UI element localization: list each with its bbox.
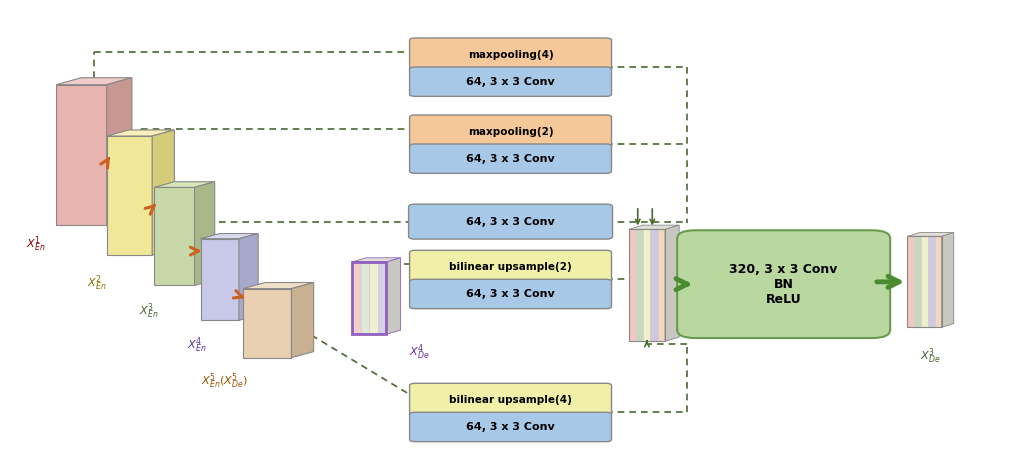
FancyBboxPatch shape bbox=[409, 144, 612, 173]
Polygon shape bbox=[352, 258, 400, 262]
FancyBboxPatch shape bbox=[409, 115, 612, 149]
Text: $X^3_{En}$: $X^3_{En}$ bbox=[139, 302, 159, 321]
Polygon shape bbox=[907, 236, 914, 327]
Polygon shape bbox=[665, 225, 679, 341]
FancyBboxPatch shape bbox=[409, 67, 612, 96]
Polygon shape bbox=[57, 85, 107, 225]
Text: 320, 3 x 3 Conv
BN
ReLU: 320, 3 x 3 Conv BN ReLU bbox=[730, 263, 838, 306]
Polygon shape bbox=[650, 229, 658, 341]
FancyBboxPatch shape bbox=[409, 250, 612, 284]
Polygon shape bbox=[107, 130, 174, 136]
Polygon shape bbox=[921, 236, 928, 327]
FancyBboxPatch shape bbox=[409, 279, 612, 309]
Polygon shape bbox=[907, 233, 953, 236]
Polygon shape bbox=[386, 258, 400, 334]
Text: $X^4_{De}$: $X^4_{De}$ bbox=[408, 343, 429, 362]
Polygon shape bbox=[154, 182, 214, 187]
FancyBboxPatch shape bbox=[677, 230, 890, 338]
Polygon shape bbox=[200, 234, 258, 239]
Polygon shape bbox=[941, 233, 953, 327]
Polygon shape bbox=[935, 236, 941, 327]
Polygon shape bbox=[914, 236, 921, 327]
FancyBboxPatch shape bbox=[409, 38, 612, 72]
Polygon shape bbox=[107, 78, 132, 225]
Polygon shape bbox=[352, 262, 361, 334]
Polygon shape bbox=[643, 229, 650, 341]
Text: maxpooling(2): maxpooling(2) bbox=[468, 127, 553, 137]
FancyBboxPatch shape bbox=[408, 204, 613, 239]
Polygon shape bbox=[243, 283, 313, 289]
Text: 64, 3 x 3 Conv: 64, 3 x 3 Conv bbox=[466, 154, 555, 164]
Polygon shape bbox=[629, 225, 679, 229]
FancyBboxPatch shape bbox=[409, 412, 612, 442]
Text: 64, 3 x 3 Conv: 64, 3 x 3 Conv bbox=[466, 217, 555, 227]
Text: $X^4_{En}$: $X^4_{En}$ bbox=[187, 335, 207, 355]
Polygon shape bbox=[658, 229, 665, 341]
Polygon shape bbox=[107, 136, 152, 255]
Polygon shape bbox=[361, 262, 369, 334]
Text: $X^3_{De}$: $X^3_{De}$ bbox=[920, 346, 941, 366]
Polygon shape bbox=[928, 236, 935, 327]
Polygon shape bbox=[369, 262, 378, 334]
Text: 64, 3 x 3 Conv: 64, 3 x 3 Conv bbox=[466, 422, 555, 432]
Text: 64, 3 x 3 Conv: 64, 3 x 3 Conv bbox=[466, 289, 555, 299]
Polygon shape bbox=[154, 187, 194, 285]
Text: bilinear upsample(2): bilinear upsample(2) bbox=[449, 262, 572, 272]
Polygon shape bbox=[243, 289, 291, 358]
Text: bilinear upsample(4): bilinear upsample(4) bbox=[449, 395, 572, 405]
Text: maxpooling(4): maxpooling(4) bbox=[468, 50, 553, 60]
Text: $X^2_{En}$: $X^2_{En}$ bbox=[87, 274, 106, 293]
Polygon shape bbox=[378, 262, 386, 334]
Polygon shape bbox=[636, 229, 643, 341]
Text: 64, 3 x 3 Conv: 64, 3 x 3 Conv bbox=[466, 77, 555, 87]
FancyBboxPatch shape bbox=[409, 383, 612, 417]
Polygon shape bbox=[200, 239, 239, 320]
Polygon shape bbox=[152, 130, 174, 255]
Polygon shape bbox=[629, 229, 636, 341]
Polygon shape bbox=[194, 182, 214, 285]
Polygon shape bbox=[239, 234, 258, 320]
Text: $X^5_{En}(X^5_{De})$: $X^5_{En}(X^5_{De})$ bbox=[200, 372, 248, 391]
Text: $X^1_{En}$: $X^1_{En}$ bbox=[26, 234, 45, 254]
Polygon shape bbox=[57, 78, 132, 85]
Polygon shape bbox=[291, 283, 313, 358]
